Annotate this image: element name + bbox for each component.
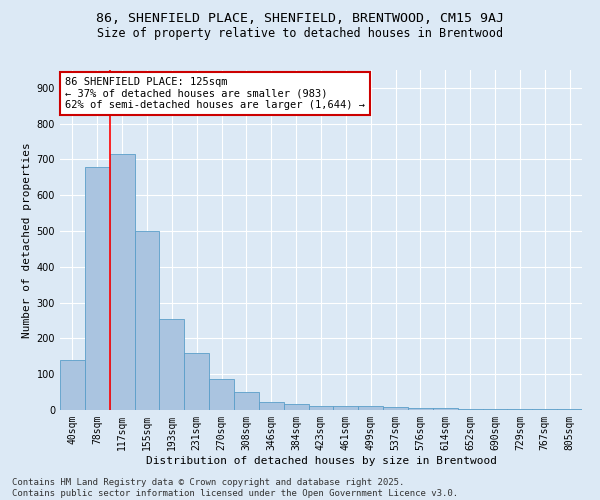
Bar: [85, 166, 110, 410]
Bar: [259, 402, 284, 410]
Bar: [284, 404, 308, 410]
Bar: [334, 406, 358, 410]
Bar: [110, 154, 134, 410]
Bar: [433, 408, 458, 410]
Bar: [308, 406, 334, 410]
Text: Contains HM Land Registry data © Crown copyright and database right 2025.
Contai: Contains HM Land Registry data © Crown c…: [12, 478, 458, 498]
Y-axis label: Number of detached properties: Number of detached properties: [22, 142, 32, 338]
Text: 86, SHENFIELD PLACE, SHENFIELD, BRENTWOOD, CM15 9AJ: 86, SHENFIELD PLACE, SHENFIELD, BRENTWOO…: [96, 12, 504, 26]
Bar: [358, 406, 383, 410]
Bar: [234, 392, 259, 410]
Bar: [160, 318, 184, 410]
Bar: [60, 360, 85, 410]
Bar: [408, 408, 433, 410]
Text: 86 SHENFIELD PLACE: 125sqm
← 37% of detached houses are smaller (983)
62% of sem: 86 SHENFIELD PLACE: 125sqm ← 37% of deta…: [65, 77, 365, 110]
Bar: [209, 378, 234, 410]
Bar: [383, 408, 408, 410]
Bar: [458, 409, 482, 410]
Text: Size of property relative to detached houses in Brentwood: Size of property relative to detached ho…: [97, 28, 503, 40]
Bar: [134, 231, 160, 410]
X-axis label: Distribution of detached houses by size in Brentwood: Distribution of detached houses by size …: [146, 456, 497, 466]
Bar: [184, 354, 209, 410]
